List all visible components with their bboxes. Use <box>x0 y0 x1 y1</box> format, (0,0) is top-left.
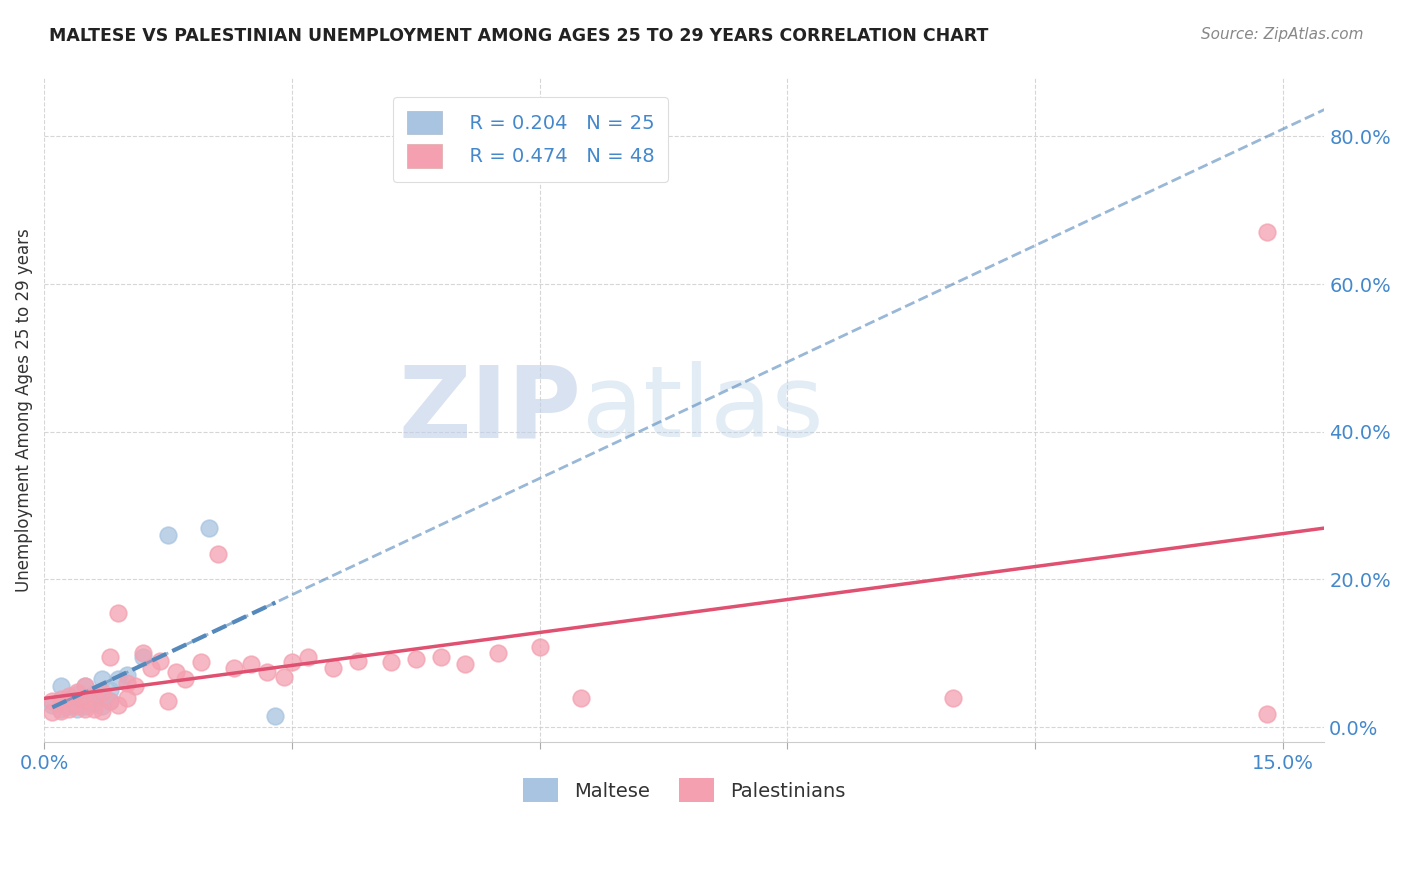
Text: ZIP: ZIP <box>399 361 582 458</box>
Text: MALTESE VS PALESTINIAN UNEMPLOYMENT AMONG AGES 25 TO 29 YEARS CORRELATION CHART: MALTESE VS PALESTINIAN UNEMPLOYMENT AMON… <box>49 27 988 45</box>
Text: atlas: atlas <box>582 361 824 458</box>
Legend: Maltese, Palestinians: Maltese, Palestinians <box>513 769 855 812</box>
Y-axis label: Unemployment Among Ages 25 to 29 years: Unemployment Among Ages 25 to 29 years <box>15 227 32 591</box>
Text: Source: ZipAtlas.com: Source: ZipAtlas.com <box>1201 27 1364 42</box>
